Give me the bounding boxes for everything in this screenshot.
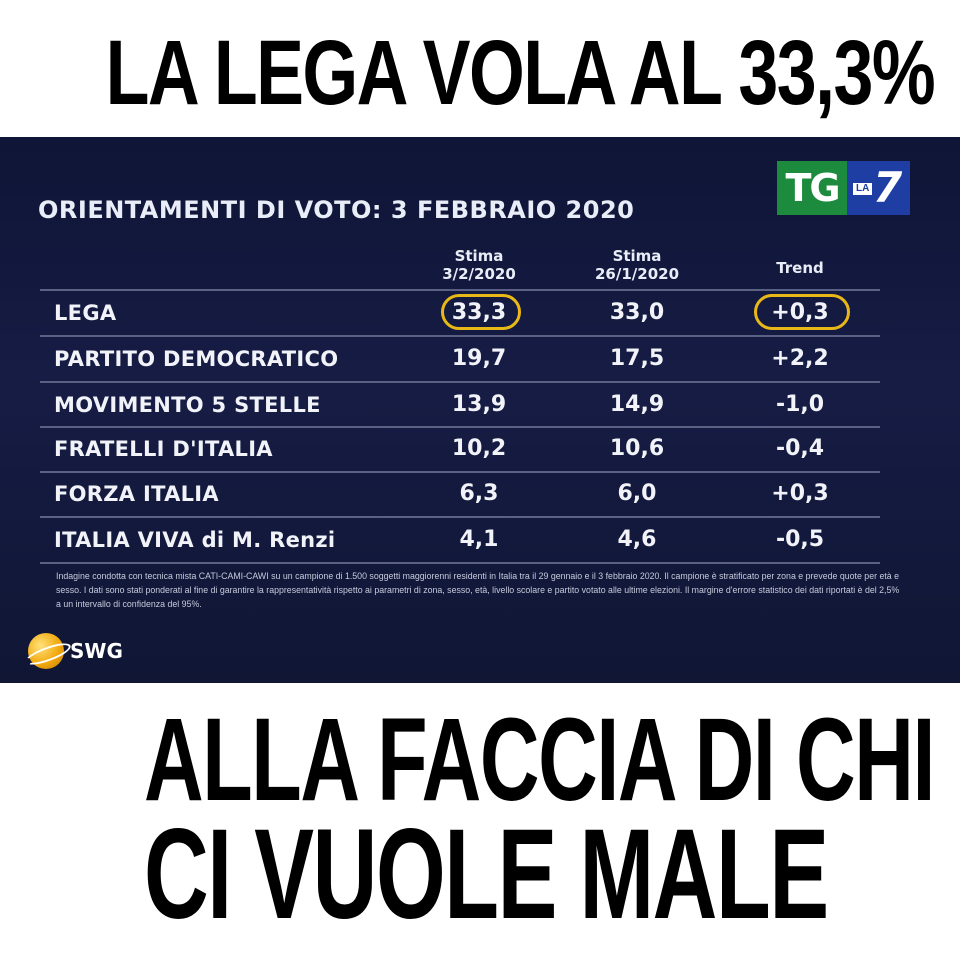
party-name: FRATELLI D'ITALIA xyxy=(54,437,273,461)
party-name: LEGA xyxy=(54,301,117,325)
trend-value: -0,5 xyxy=(775,527,825,552)
estimate-previous: 17,5 xyxy=(609,346,665,371)
swg-brand-text: SWG xyxy=(70,639,123,663)
la-logo-text: LA xyxy=(853,183,873,195)
party-name: FORZA ITALIA xyxy=(54,482,219,506)
tg-la7-logo: TG LA 7 xyxy=(777,161,910,215)
estimate-previous: 14,9 xyxy=(609,392,665,417)
estimate-previous: 33,0 xyxy=(609,300,665,325)
column-header-date: 3/2/2020 xyxy=(442,265,516,283)
table-divider xyxy=(40,381,880,383)
bottom-headline-line-2: CI VUOLE MALE xyxy=(144,803,829,946)
seven-logo-text: 7 xyxy=(873,163,903,212)
table-divider xyxy=(40,562,880,564)
estimate-current: 10,2 xyxy=(451,436,507,461)
column-header-trend: Trend xyxy=(776,259,824,277)
estimate-current: 13,9 xyxy=(451,392,507,417)
column-header-date: 26/1/2020 xyxy=(594,265,680,283)
table-divider xyxy=(40,471,880,473)
trend-value: +2,2 xyxy=(771,346,829,371)
table-row: PARTITO DEMOCRATICO 19,7 17,5 +2,2 xyxy=(0,337,960,381)
table-divider xyxy=(40,289,880,291)
table-row: FORZA ITALIA 6,3 6,0 +0,3 xyxy=(0,472,960,516)
top-headline: LA LEGA VOLA AL 33,3% xyxy=(105,22,936,124)
estimate-current: 4,1 xyxy=(459,527,499,552)
tg-logo-text: TG xyxy=(777,161,847,215)
party-name: PARTITO DEMOCRATICO xyxy=(54,347,339,371)
table-row: LEGA 33,3 33,0 +0,3 xyxy=(0,291,960,335)
estimate-current: 33,3 xyxy=(451,300,507,325)
bottom-headline-line-1: ALLA FACCIA DI CHI xyxy=(144,694,935,826)
estimate-previous: 4,6 xyxy=(617,527,657,552)
party-name: MOVIMENTO 5 STELLE xyxy=(54,393,321,417)
trend-value: +0,3 xyxy=(771,300,829,325)
highlight-circle xyxy=(441,294,521,330)
swg-logo: SWG xyxy=(28,631,148,671)
highlight-circle xyxy=(754,294,850,330)
poll-panel: ORIENTAMENTI DI VOTO: 3 FEBBRAIO 2020 TG… xyxy=(0,137,960,683)
estimate-previous: 10,6 xyxy=(609,436,665,461)
trend-value: -0,4 xyxy=(775,436,825,461)
la7-logo-block: LA 7 xyxy=(847,161,910,215)
table-row: MOVIMENTO 5 STELLE 13,9 14,9 -1,0 xyxy=(0,383,960,427)
trend-value: -1,0 xyxy=(775,392,825,417)
party-name: ITALIA VIVA di M. Renzi xyxy=(54,528,336,552)
table-row: FRATELLI D'ITALIA 10,2 10,6 -0,4 xyxy=(0,427,960,471)
column-header-label: Stima xyxy=(612,247,662,265)
poll-title: ORIENTAMENTI DI VOTO: 3 FEBBRAIO 2020 xyxy=(38,196,635,224)
table-row: ITALIA VIVA di M. Renzi 4,1 4,6 -0,5 xyxy=(0,518,960,562)
estimate-previous: 6,0 xyxy=(617,481,657,506)
column-header-estimate-previous: Stima 26/1/2020 xyxy=(572,247,702,283)
methodology-footnote: Indagine condotta con tecnica mista CATI… xyxy=(56,571,900,609)
trend-value: +0,3 xyxy=(771,481,829,506)
estimate-current: 6,3 xyxy=(459,481,499,506)
column-header-label: Stima xyxy=(454,247,504,265)
swg-globe-icon xyxy=(28,633,64,669)
table-divider xyxy=(40,426,880,428)
column-header-estimate-current: Stima 3/2/2020 xyxy=(414,247,544,283)
estimate-current: 19,7 xyxy=(451,346,507,371)
table-divider xyxy=(40,516,880,518)
table-divider xyxy=(40,335,880,337)
